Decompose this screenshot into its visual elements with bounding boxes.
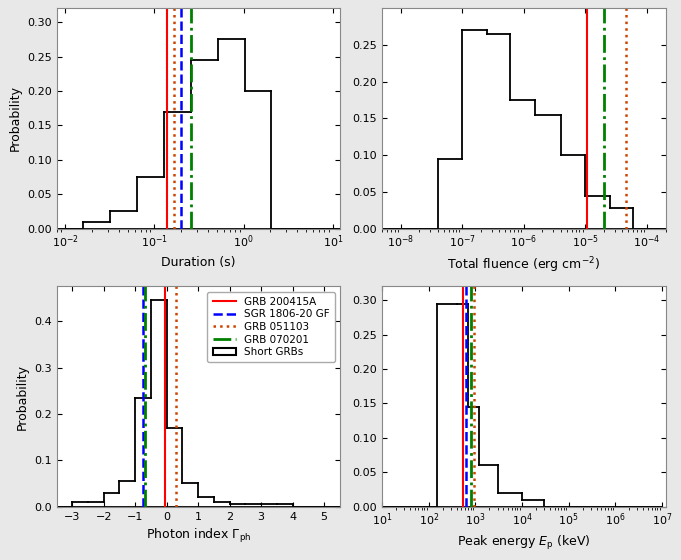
- Legend: GRB 200415A, SGR 1806-20 GF, GRB 051103, GRB 070201, Short GRBs: GRB 200415A, SGR 1806-20 GF, GRB 051103,…: [208, 292, 334, 362]
- X-axis label: Photon index $\Gamma_{\rm ph}$: Photon index $\Gamma_{\rm ph}$: [146, 527, 251, 545]
- Y-axis label: Probability: Probability: [16, 363, 29, 430]
- Y-axis label: Probability: Probability: [8, 86, 21, 152]
- X-axis label: Total fluence (erg cm$^{-2}$): Total fluence (erg cm$^{-2}$): [447, 256, 601, 276]
- X-axis label: Peak energy $E_{\rm p}$ (keV): Peak energy $E_{\rm p}$ (keV): [457, 534, 590, 552]
- X-axis label: Duration (s): Duration (s): [161, 256, 236, 269]
